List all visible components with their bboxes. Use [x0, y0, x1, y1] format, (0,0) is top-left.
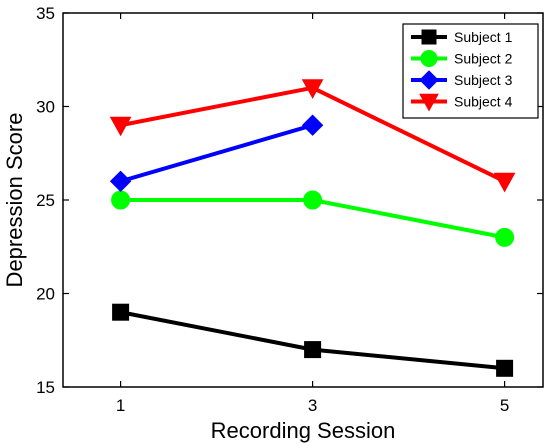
- series-subject-4: [109, 79, 516, 193]
- series-subject-3: [109, 114, 324, 193]
- legend-item: Subject 4: [411, 93, 513, 112]
- data-point: [109, 170, 132, 193]
- plot-marks: [109, 79, 516, 377]
- x-tick-label: 5: [500, 396, 509, 415]
- series-subject-1: [112, 303, 514, 377]
- data-point: [109, 116, 132, 137]
- legend: Subject 1 Subject 2 Subject 3 Subject 4: [402, 23, 539, 119]
- y-tick-label: 30: [36, 98, 55, 117]
- legend-label: Subject 4: [454, 94, 513, 110]
- data-point: [301, 114, 324, 136]
- data-point: [493, 172, 516, 193]
- data-point: [495, 227, 515, 247]
- legend-marker: [421, 29, 437, 45]
- legend-marker: [419, 70, 439, 90]
- x-tick-label: 3: [308, 396, 317, 415]
- data-point: [303, 190, 323, 210]
- x-tick-label: 1: [116, 396, 125, 415]
- legend-marker: [419, 93, 439, 112]
- series-line: [120, 310, 505, 371]
- x-axis-label: Recording Session: [211, 418, 396, 443]
- legend-label: Subject 3: [454, 72, 513, 88]
- legend-item: Subject 3: [411, 70, 513, 90]
- legend-marker: [420, 50, 438, 67]
- legend-label: Subject 2: [454, 51, 513, 67]
- legend-label: Subject 1: [454, 29, 513, 45]
- y-tick-label: 15: [36, 378, 55, 397]
- legend-item: Subject 2: [411, 50, 513, 67]
- series-line: [120, 123, 314, 184]
- data-point: [111, 190, 131, 210]
- data-point: [301, 79, 324, 99]
- y-tick-label: 25: [36, 191, 55, 210]
- data-point: [112, 303, 130, 321]
- y-axis-label: Depression Score: [2, 113, 27, 288]
- data-point: [304, 341, 322, 359]
- y-tick-label: 35: [36, 4, 55, 23]
- legend-item: Subject 1: [411, 29, 513, 45]
- data-point: [496, 359, 514, 377]
- series-subject-2: [111, 190, 515, 247]
- y-tick-label: 20: [36, 285, 55, 304]
